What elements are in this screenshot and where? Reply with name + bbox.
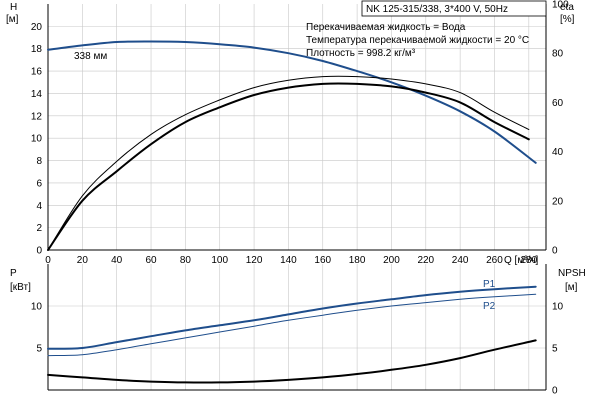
eta-tick-label: 40 [552,147,564,158]
tick-labels: 0 20 40 60 80 100 120 140 160 180 200 220 240 260 2800… [31,0,569,397]
x-tick-label: 120 [246,255,263,266]
eta-tick-label: 80 [552,49,564,60]
curve-eta [47,82,530,251]
power-tick-label: 5 [36,344,42,355]
x-tick-label: 200 [383,255,400,266]
x-tick-label: 20 [77,255,89,266]
x-tick-label: 0 [45,255,51,266]
curves [47,40,537,384]
head-axis-label: H [10,2,17,13]
head-tick-label: 18 [31,44,43,55]
head-tick-label: 14 [31,89,43,100]
x-tick-label: 240 [452,255,469,266]
x-tick-label: 160 [314,255,331,266]
head-tick-label: 16 [31,67,43,78]
power-chart-grid [47,264,546,391]
npsh-tick-label: 0 [552,386,558,397]
head-tick-label: 0 [36,246,42,257]
eta-tick-label: 100 [552,0,569,11]
head-chart-axes [47,4,547,251]
head-tick-label: 2 [36,223,42,234]
npsh-axis-label: NPSH [558,268,586,279]
head-tick-label: 20 [31,22,43,33]
x-tick-label: 80 [180,255,192,266]
x-tick-label: 260 [486,255,503,266]
info-temperature: Температура перекачиваемой жидкости = 20… [306,35,529,46]
head-tick-label: 8 [36,156,42,167]
head-tick-label: 12 [31,111,43,122]
npsh-tick-label: 5 [552,344,558,355]
pump-title: NK 125-315/338, 3*400 V, 50Hz [366,4,508,15]
x-tick-label: 100 [211,255,228,266]
title-box [361,0,547,17]
eta-tick-label: 20 [552,196,564,207]
eta-tick-label: 0 [552,246,558,257]
power-chart-axes [47,264,547,391]
x-tick-label: 60 [145,255,157,266]
x-tick-label: 280 [520,255,537,266]
head-tick-label: 10 [31,134,43,145]
eta-axis-label: eta [560,2,574,13]
p1-label: P1 [483,279,496,290]
p2-label: P2 [483,301,496,312]
eta-axis-unit: [%] [560,14,575,25]
impeller-diameter-label: 338 мм [74,51,107,62]
eta-tick-label: 60 [552,98,564,109]
power-axis-label: P [10,268,17,279]
x-tick-label: 140 [280,255,297,266]
x-tick-label: 180 [349,255,366,266]
head-axis-unit: [м] [6,14,19,25]
info-density: Плотность = 998.2 кг/м³ [306,48,416,59]
curve-p2 [47,293,537,357]
info-liquid: Перекачиваемая жидкость = Вода [306,22,466,33]
curve-h [47,40,537,164]
curve-npsh [47,339,537,384]
power-axis-unit: [кВт] [10,282,31,293]
curve-p1 [47,285,537,350]
npsh-axis-unit: [м] [565,282,578,293]
power-tick-label: 10 [31,302,43,313]
x-tick-label: 40 [111,255,123,266]
head-tick-label: 4 [36,201,42,212]
flow-axis-label: Q [м³/ч] [504,255,539,266]
curve-eta-upper [47,75,530,251]
head-tick-label: 6 [36,178,42,189]
x-tick-label: 220 [417,255,434,266]
npsh-tick-label: 10 [552,302,564,313]
